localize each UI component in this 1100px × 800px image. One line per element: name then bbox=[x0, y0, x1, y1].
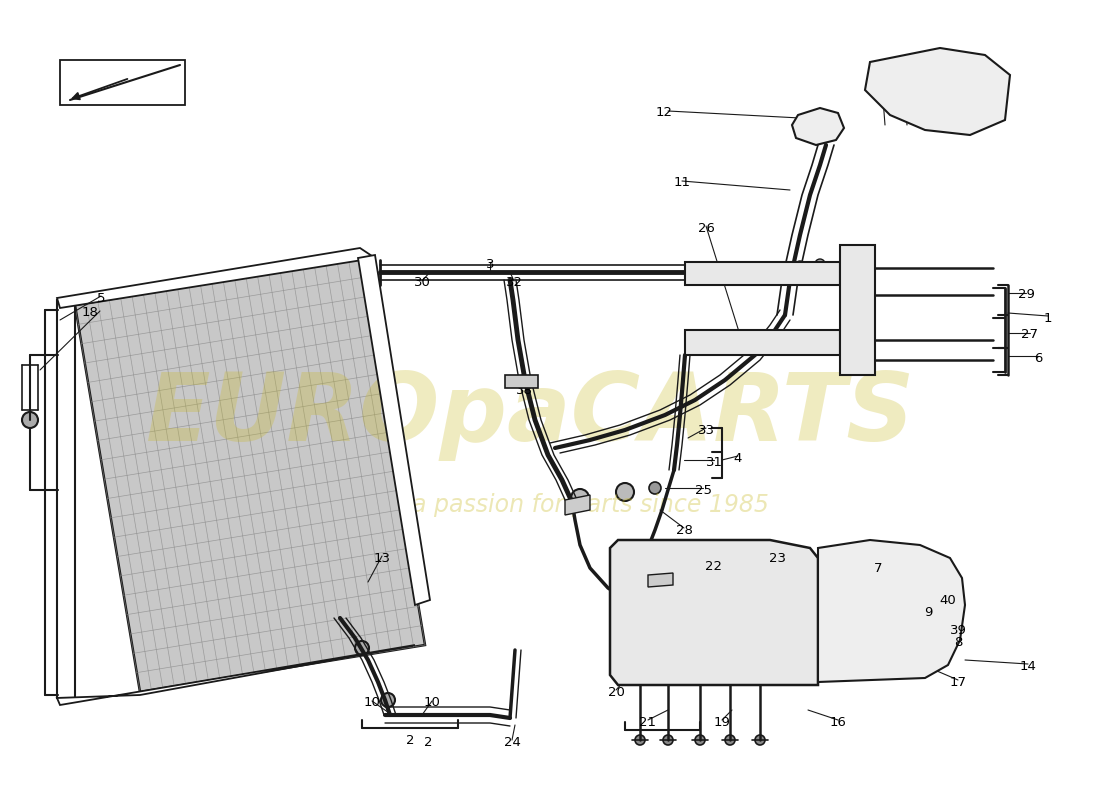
Circle shape bbox=[571, 489, 588, 507]
Text: 10: 10 bbox=[424, 697, 440, 710]
Circle shape bbox=[884, 664, 892, 672]
Text: 5: 5 bbox=[97, 291, 106, 305]
Circle shape bbox=[725, 735, 735, 745]
Circle shape bbox=[695, 735, 705, 745]
Text: 8: 8 bbox=[954, 637, 962, 650]
Circle shape bbox=[896, 641, 904, 649]
Text: 24: 24 bbox=[504, 735, 520, 749]
Circle shape bbox=[649, 482, 661, 494]
Text: 13: 13 bbox=[374, 551, 390, 565]
Circle shape bbox=[850, 333, 864, 347]
Circle shape bbox=[893, 561, 901, 569]
Text: 2: 2 bbox=[424, 737, 432, 750]
Text: 38: 38 bbox=[516, 383, 532, 397]
Circle shape bbox=[22, 412, 38, 428]
Circle shape bbox=[834, 554, 842, 562]
Text: 17: 17 bbox=[949, 675, 967, 689]
Polygon shape bbox=[565, 495, 590, 515]
Polygon shape bbox=[358, 255, 430, 605]
Circle shape bbox=[856, 596, 864, 604]
Text: 22: 22 bbox=[705, 559, 723, 573]
Text: 18: 18 bbox=[81, 306, 98, 319]
Text: 10: 10 bbox=[364, 697, 381, 710]
Circle shape bbox=[755, 263, 764, 273]
Text: 25: 25 bbox=[694, 483, 712, 497]
Circle shape bbox=[381, 693, 395, 707]
Text: 9: 9 bbox=[924, 606, 932, 619]
Text: 7: 7 bbox=[873, 562, 882, 574]
Polygon shape bbox=[792, 108, 844, 145]
Text: 6: 6 bbox=[1034, 351, 1042, 365]
Polygon shape bbox=[685, 262, 840, 285]
Circle shape bbox=[815, 259, 825, 269]
Text: 30: 30 bbox=[414, 277, 430, 290]
Text: 1: 1 bbox=[1044, 311, 1053, 325]
Polygon shape bbox=[57, 248, 375, 308]
Polygon shape bbox=[75, 258, 425, 692]
Polygon shape bbox=[57, 300, 75, 698]
Text: 2: 2 bbox=[406, 734, 415, 746]
Circle shape bbox=[678, 590, 722, 634]
Circle shape bbox=[795, 261, 805, 271]
Circle shape bbox=[812, 121, 824, 133]
Text: 29: 29 bbox=[1018, 289, 1034, 302]
Text: 31: 31 bbox=[705, 455, 723, 469]
Text: 12: 12 bbox=[656, 106, 672, 119]
Circle shape bbox=[901, 614, 909, 622]
Text: 40: 40 bbox=[939, 594, 956, 606]
Text: 21: 21 bbox=[639, 715, 657, 729]
Text: 16: 16 bbox=[829, 715, 846, 729]
Text: 28: 28 bbox=[675, 523, 692, 537]
Text: 39: 39 bbox=[949, 623, 967, 637]
Circle shape bbox=[715, 265, 725, 275]
Circle shape bbox=[851, 626, 859, 634]
Circle shape bbox=[901, 586, 909, 594]
Text: 23: 23 bbox=[770, 551, 786, 565]
Text: 32: 32 bbox=[506, 277, 522, 290]
Polygon shape bbox=[818, 540, 965, 682]
Polygon shape bbox=[610, 540, 818, 685]
Circle shape bbox=[755, 735, 764, 745]
Text: EUROpaCARTS: EUROpaCARTS bbox=[145, 369, 914, 461]
Circle shape bbox=[663, 735, 673, 745]
Polygon shape bbox=[648, 573, 673, 587]
Text: 27: 27 bbox=[1022, 329, 1038, 342]
Circle shape bbox=[688, 600, 712, 624]
Polygon shape bbox=[57, 645, 415, 705]
Circle shape bbox=[635, 735, 645, 745]
Circle shape bbox=[851, 566, 859, 574]
Text: 26: 26 bbox=[697, 222, 714, 234]
Circle shape bbox=[850, 261, 864, 275]
Text: 33: 33 bbox=[697, 423, 715, 437]
Circle shape bbox=[836, 651, 844, 659]
Circle shape bbox=[852, 290, 862, 300]
Text: 11: 11 bbox=[673, 177, 691, 190]
Polygon shape bbox=[505, 375, 538, 388]
Circle shape bbox=[616, 483, 634, 501]
Text: 20: 20 bbox=[607, 686, 625, 698]
Text: 4: 4 bbox=[734, 451, 742, 465]
Polygon shape bbox=[840, 245, 874, 375]
Polygon shape bbox=[865, 48, 1010, 135]
Text: 3: 3 bbox=[486, 258, 494, 271]
Text: 14: 14 bbox=[1020, 659, 1036, 673]
Polygon shape bbox=[685, 330, 840, 355]
Text: 19: 19 bbox=[714, 715, 730, 729]
Text: a passion for parts since 1985: a passion for parts since 1985 bbox=[411, 493, 769, 517]
Circle shape bbox=[355, 641, 368, 655]
Circle shape bbox=[852, 357, 862, 367]
